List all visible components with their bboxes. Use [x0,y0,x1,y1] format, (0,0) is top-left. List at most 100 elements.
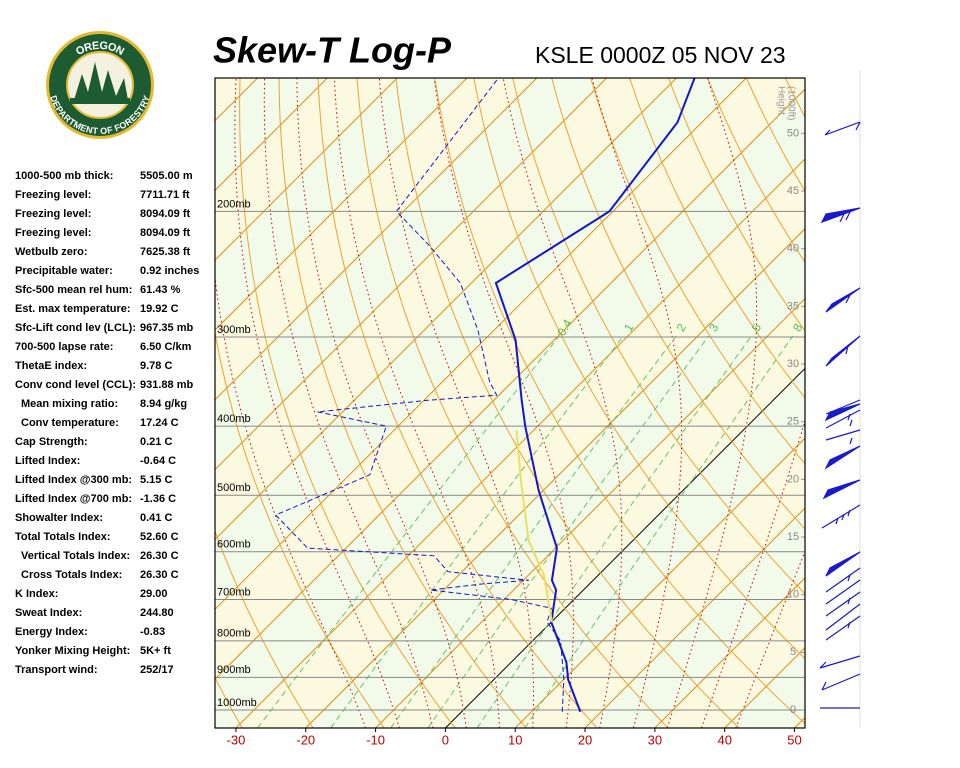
dry-adiabat [863,78,960,728]
x-tick-label: -30 [227,732,246,747]
y-tick-label: 400mb [217,413,251,425]
moist-adiabat [591,78,683,728]
stat-label: Sweat Index: [15,607,82,619]
isotherm [215,78,468,331]
wind-barb [824,121,861,136]
isotherm [794,716,805,728]
isotherm [375,297,805,728]
stat-label: Cap Strength: [15,436,88,448]
wind-barb [821,479,861,529]
x-tick-label: -20 [296,732,315,747]
y2-tick-label: 40 [787,243,799,255]
dry-adiabat [434,78,805,725]
stat-label: K Index: [15,588,58,600]
y-tick-label: 600mb [217,539,251,551]
y-tick-label: 700mb [217,586,251,598]
band [215,78,805,680]
logo-top-text: OREGON [74,40,126,58]
y-tick-label: 300mb [217,324,251,336]
moist-adiabat [378,78,534,728]
stat-value: 0.92 inches [140,265,199,277]
stat-value: 0.41 C [140,512,172,524]
y-tick-label: 800mb [217,628,251,640]
x-tick-label: -10 [366,732,385,747]
stat-value: 5505.00 m [140,170,193,182]
mixing-ratio-line [390,335,677,728]
y2-tick-label: 10 [787,589,799,601]
wind-barb [824,399,861,429]
stat-value: 244.80 [140,607,174,619]
stat-value: 7625.38 ft [140,246,190,258]
stat-value: 7711.71 ft [140,189,190,201]
chart-subtitle: KSLE 0000Z 05 NOV 23 [535,42,786,68]
dry-adiabat [215,676,243,728]
moist-adiabat [263,78,434,728]
isotherm [215,78,328,192]
temperature-trace [515,429,553,623]
dry-adiabat [278,78,527,728]
isotherm [654,577,805,728]
x-tick-label: 40 [717,732,731,747]
mixing-ratio-line [257,335,560,728]
y2-tick-label: 0 [790,704,796,716]
wind-barb [825,551,861,641]
y2-tick-label: 30 [787,358,799,370]
isotherm [514,437,805,728]
dry-adiabat [395,78,740,728]
isotherm [864,78,960,728]
stat-value: 9.78 C [140,360,172,372]
isotherm [235,158,805,728]
stat-label: Transport wind: [15,664,98,676]
mixing-ratio-line [427,335,709,728]
stat-value: 8.94 g/kg [140,398,187,410]
stat-value: 5K+ ft [140,645,171,657]
isotherm [584,507,805,728]
dry-adiabat [551,78,805,530]
isotherm [215,78,538,401]
height-axis-unit: (1000ft) [785,86,796,120]
logo: OREGON DEPARTMENT OF FORESTRY [46,31,154,139]
dry-adiabat [824,78,960,728]
stat-label: Sfc-Lift cond lev (LCL): [15,322,136,334]
isotherm [215,78,608,471]
stat-value: -0.64 C [140,455,176,467]
moist-adiabat [296,78,467,728]
x-tick-label: 0 [442,732,449,747]
stat-value: 931.88 mb [140,379,193,391]
dry-adiabat [473,78,805,660]
stat-value: 26.30 C [140,569,179,581]
y2-tick-label: 15 [787,531,799,543]
isotherm [215,78,747,611]
isotherm [215,78,398,261]
y2-tick-label: 45 [787,185,799,197]
stat-label: Freezing level: [15,227,91,239]
stat-value: 29.00 [140,588,168,600]
x-tick-label: 20 [578,732,592,747]
stat-value: 8094.09 ft [140,208,190,220]
y-tick-label: 500mb [217,482,251,494]
stat-value: -0.83 [140,626,165,638]
stat-label: 700-500 lapse rate: [15,341,113,353]
stat-label: Wetbulb zero: [15,246,88,258]
stat-label: Vertical Totals Index: [21,550,130,562]
plot-area [215,78,960,728]
y-tick-label: 200mb [217,198,251,210]
moist-adiabat [701,419,805,728]
stat-value: 252/17 [140,664,174,676]
wind-barb [820,207,861,224]
stat-value: 26.30 C [140,550,179,562]
logo-ground [70,98,130,104]
stat-label: Cross Totals Index: [21,569,122,581]
stat-value: 967.35 mb [140,322,193,334]
stat-label: Freezing level: [15,208,91,220]
mixing-ratio-line [330,335,624,728]
stat-label: Mean mixing ratio: [21,398,118,410]
stat-label: Conv cond level (CCL): [15,379,136,391]
moist-adiabat [502,78,623,728]
temperature-trace [494,78,696,713]
dry-adiabat [590,78,805,465]
stat-label: Showalter Index: [15,512,103,524]
stat-label: ThetaE index: [15,360,87,372]
y2-tick-label: 5 [790,646,796,658]
stat-label: Freezing level: [15,189,91,201]
